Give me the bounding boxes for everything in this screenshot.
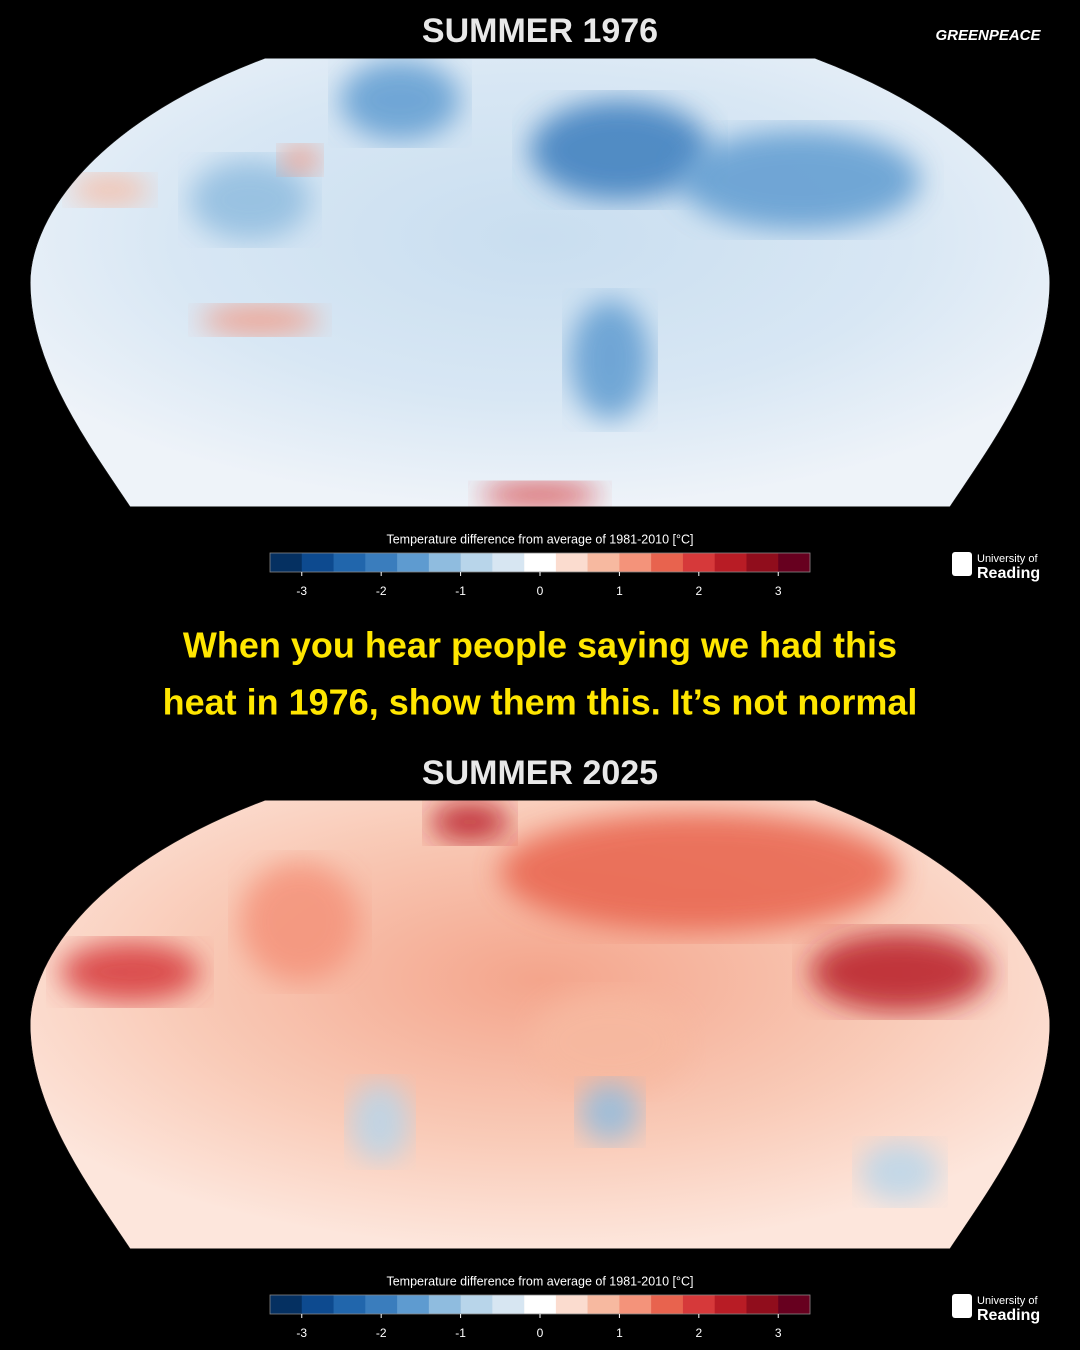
colorbar-tick-label: -1	[455, 584, 466, 598]
map-anomaly	[70, 175, 150, 205]
colorbar-tick-label: -3	[296, 584, 307, 598]
map-outline	[30, 800, 1050, 1249]
colorbar-tick-label: -2	[376, 1326, 387, 1340]
map-anomaly	[60, 942, 200, 1002]
university-crest	[952, 552, 972, 576]
headline-line: When you hear people saying we had this	[183, 625, 897, 666]
map-anomaly	[190, 160, 310, 240]
colorbar-segment	[333, 553, 366, 572]
university-name: University of	[977, 553, 1038, 565]
colorbar-segment	[555, 1295, 588, 1314]
colorbar-tick-label: 2	[695, 1326, 702, 1340]
map-anomaly	[430, 802, 510, 842]
colorbar-segment	[778, 1295, 811, 1314]
colorbar-segment	[428, 553, 461, 572]
map-anomaly	[860, 1142, 940, 1202]
map	[30, 800, 1050, 1249]
colorbar-segment	[492, 553, 525, 572]
colorbar-segment	[619, 553, 652, 572]
university-crest	[952, 1294, 972, 1318]
colorbar-segment	[682, 1295, 716, 1314]
colorbar-tick-label: 0	[537, 584, 544, 598]
university-name: University of	[977, 1295, 1038, 1307]
colorbar-segment	[492, 1295, 525, 1314]
map-anomaly	[530, 100, 710, 200]
colorbar-segment	[746, 553, 779, 572]
map-anomaly	[580, 1082, 640, 1142]
colorbar-tick-label: 3	[775, 584, 782, 598]
map-anomaly	[570, 300, 650, 420]
colorbar-label: Temperature difference from average of 1…	[386, 532, 693, 546]
university-name: Reading	[977, 565, 1040, 582]
colorbar-segment	[524, 1295, 557, 1314]
colorbar-label: Temperature difference from average of 1…	[386, 1274, 693, 1288]
map-anomaly	[280, 146, 320, 174]
colorbar-segment	[651, 1295, 684, 1314]
colorbar-tick-label: 0	[537, 1326, 544, 1340]
colorbar-segment	[397, 553, 430, 572]
colorbar-segment	[555, 553, 588, 572]
colorbar-segment	[460, 1295, 493, 1314]
colorbar-segment	[524, 553, 557, 572]
colorbar-segment	[587, 553, 620, 572]
colorbar-tick-label: 2	[695, 584, 702, 598]
colorbar-segment	[270, 553, 303, 572]
map-anomaly	[810, 932, 990, 1012]
panel-title: SUMMER 1976	[422, 12, 658, 50]
colorbar-segment	[714, 1295, 747, 1314]
map-anomaly	[240, 862, 360, 982]
panel-title: SUMMER 2025	[422, 754, 658, 792]
colorbar-segment	[746, 1295, 779, 1314]
colorbar-tick-label: -2	[376, 584, 387, 598]
colorbar-tick-label: 1	[616, 1326, 623, 1340]
colorbar-segment	[301, 553, 334, 572]
headline-line: heat in 1976, show them this. It’s not n…	[163, 682, 918, 723]
colorbar-segment	[460, 553, 493, 572]
map-outline	[30, 58, 1050, 507]
colorbar-segment	[397, 1295, 430, 1314]
colorbar-segment	[651, 553, 684, 572]
map-anomaly	[530, 992, 690, 1092]
map-anomaly	[680, 130, 920, 230]
colorbar-segment	[682, 553, 716, 572]
greenpeace-logo: GREENPEACE	[935, 27, 1041, 44]
colorbar-segment	[301, 1295, 334, 1314]
colorbar-tick-label: 1	[616, 584, 623, 598]
university-name: Reading	[977, 1307, 1040, 1324]
colorbar-segment	[714, 553, 747, 572]
colorbar-segment	[587, 1295, 620, 1314]
colorbar-segment	[619, 1295, 652, 1314]
colorbar-tick-label: -1	[455, 1326, 466, 1340]
map	[30, 58, 1050, 507]
colorbar-tick-label: -3	[296, 1326, 307, 1340]
map-anomaly	[500, 812, 900, 932]
colorbar-segment	[428, 1295, 461, 1314]
colorbar-segment	[365, 1295, 398, 1314]
map-anomaly	[340, 60, 460, 140]
map-anomaly	[350, 1082, 410, 1162]
map-anomaly	[200, 306, 320, 334]
colorbar-segment	[333, 1295, 366, 1314]
colorbar-segment	[778, 553, 811, 572]
colorbar-segment	[270, 1295, 303, 1314]
colorbar-segment	[365, 553, 398, 572]
map-anomaly	[480, 483, 600, 507]
map-fill	[30, 58, 1050, 507]
colorbar-tick-label: 3	[775, 1326, 782, 1340]
